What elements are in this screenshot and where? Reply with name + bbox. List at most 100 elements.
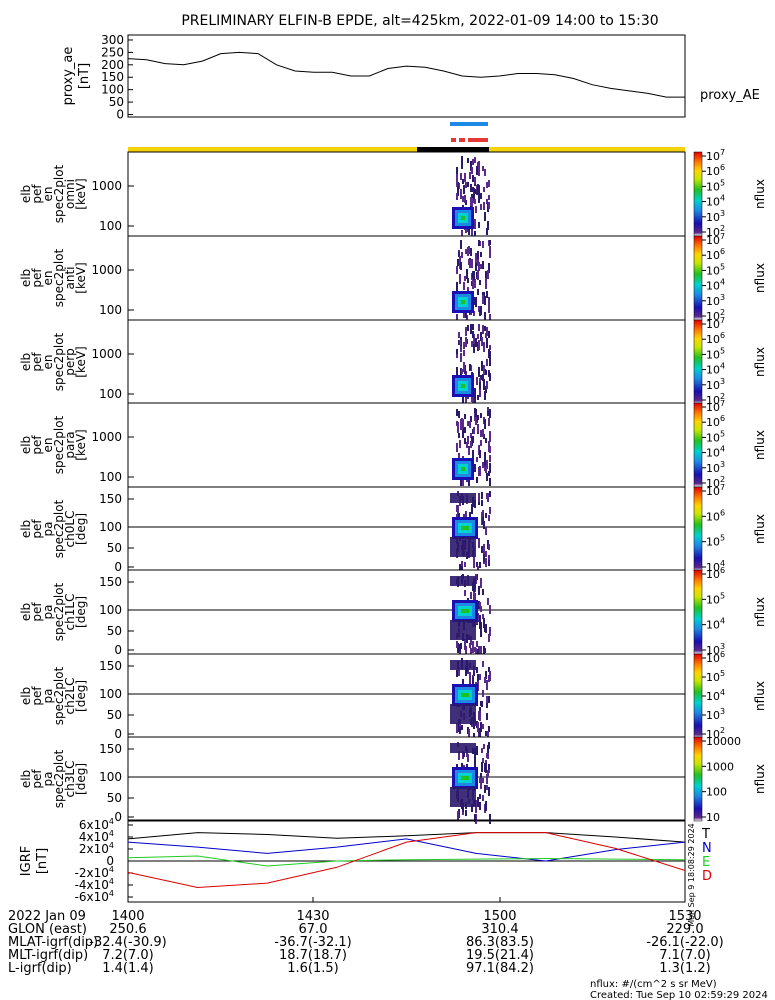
y-tick-label: 50 xyxy=(107,791,122,805)
panel-ylabel: spec2plot xyxy=(52,248,66,307)
spec-pixel xyxy=(488,443,490,452)
spec-pixel xyxy=(471,198,473,208)
spec-pixel xyxy=(477,395,479,400)
spec-pixel xyxy=(474,231,476,239)
spec-pixel xyxy=(464,639,466,644)
spec-pixel xyxy=(483,380,485,390)
spec-pixel xyxy=(485,278,487,287)
spec-pixel xyxy=(482,661,484,667)
panel-ylabel: [keV] xyxy=(74,346,88,377)
spec-pixel xyxy=(488,263,490,273)
spec-pixel xyxy=(486,713,488,720)
spec-pixel xyxy=(482,295,484,304)
spec-pixel xyxy=(471,341,473,347)
y-tick-label: 0 xyxy=(114,727,122,741)
igrf-tick-label: 6x104 xyxy=(79,817,114,832)
spec-pixel xyxy=(464,641,466,650)
spec-pixel xyxy=(485,386,487,393)
spec-pixel xyxy=(474,814,476,822)
spec-pixel xyxy=(486,359,488,366)
spec-pixel xyxy=(468,729,470,739)
spec-core xyxy=(461,526,469,530)
colorbar-tick-label: 106 xyxy=(706,508,725,523)
spec-pixel xyxy=(460,240,462,249)
spec-pixel xyxy=(471,194,473,199)
table-cell: -32.4(-30.9) xyxy=(89,935,166,950)
panel-ylabel: pef xyxy=(30,352,44,372)
spec-pixel xyxy=(486,699,488,708)
spec-pixel xyxy=(463,185,465,194)
spec-pixel xyxy=(467,182,469,187)
colorbar-unit: nflux xyxy=(753,597,767,627)
y-tick-label: 100 xyxy=(99,687,122,701)
spec-pixel xyxy=(474,388,476,394)
spec-pixel xyxy=(482,462,484,468)
panel-ylabel: elb xyxy=(19,687,33,705)
spec-pixel xyxy=(456,764,458,769)
spec-pixel xyxy=(480,773,482,779)
spec-pixel xyxy=(488,787,490,796)
orbit-markers xyxy=(128,122,685,152)
spec-pixel xyxy=(469,643,471,648)
panel-ylabel: spec2plot xyxy=(52,582,66,641)
spec-pixel xyxy=(478,467,480,476)
spec-core xyxy=(461,609,469,613)
spec-pixel xyxy=(482,614,484,619)
table-cell: 1400 xyxy=(111,909,144,924)
colorbar-tick-label: 100 xyxy=(706,786,727,799)
spec-pixel xyxy=(487,598,489,605)
spec-pixel xyxy=(476,562,478,567)
spec-pixel xyxy=(469,260,471,268)
spec-pixel xyxy=(482,515,484,524)
spec-pixel xyxy=(483,521,485,529)
table-cell: 86.3(83.5) xyxy=(466,935,534,950)
spec-pixel xyxy=(476,477,478,483)
y-tick-label: 50 xyxy=(107,708,122,722)
panel-ylabel: pef xyxy=(30,769,44,789)
y-tick-label: 100 xyxy=(99,387,122,401)
spectrogram-panels: 1000100elbpefenspec2plotomni[keV]1000100… xyxy=(19,151,686,824)
y-tick-label: 100 xyxy=(99,303,122,317)
spec-pixel xyxy=(480,310,482,315)
spec-pixel xyxy=(474,157,476,163)
colorbar-strip xyxy=(693,235,703,321)
colorbar-tick-label: 106 xyxy=(706,247,725,262)
spec-pixel xyxy=(479,382,481,389)
spec-pixel xyxy=(489,240,491,245)
spec-core xyxy=(450,743,476,753)
spec-pixel xyxy=(479,711,481,721)
spec-core xyxy=(450,660,476,670)
panel-ylabel: spec2plot xyxy=(52,415,66,474)
ae-tick-label: 250 xyxy=(101,45,124,59)
spec-pixel xyxy=(485,763,487,773)
spec-pixel xyxy=(462,803,464,812)
spec-pixel xyxy=(484,326,486,331)
figure-title: PRELIMINARY ELFIN-B EPDE, alt=425km, 202… xyxy=(181,13,658,29)
spec-pixel xyxy=(465,511,467,521)
y-tick-label: 100 xyxy=(99,770,122,784)
spec-pixel xyxy=(456,367,458,376)
colorbar-tick-label: 106 xyxy=(706,163,725,178)
spec-pixel xyxy=(465,327,467,336)
panel-ylabel: elb xyxy=(19,770,33,788)
spec-pixel xyxy=(482,429,484,437)
panel-ylabel: pa xyxy=(41,772,55,787)
spec-pixel xyxy=(481,748,483,753)
spec-pixel xyxy=(485,671,487,679)
igrf-tick-label: -2x104 xyxy=(75,865,114,880)
spec-pixel xyxy=(473,189,475,199)
ae-tick-label: 150 xyxy=(101,70,124,84)
spec-pixel xyxy=(477,334,479,339)
spec-pixel xyxy=(489,345,491,350)
colorbar-tick-label: 107 xyxy=(706,316,725,331)
spec-pixel xyxy=(458,667,460,676)
y-tick-label: 1000 xyxy=(91,179,122,193)
colorbar-strip xyxy=(693,486,703,572)
y-tick-label: 100 xyxy=(99,520,122,534)
spec-pixel xyxy=(469,672,471,677)
colorbar-tick-label: 103 xyxy=(706,707,725,722)
spec-pixel xyxy=(467,287,469,292)
orbit-bar-black xyxy=(417,147,489,152)
igrf-tick-label: 4x104 xyxy=(79,829,114,844)
